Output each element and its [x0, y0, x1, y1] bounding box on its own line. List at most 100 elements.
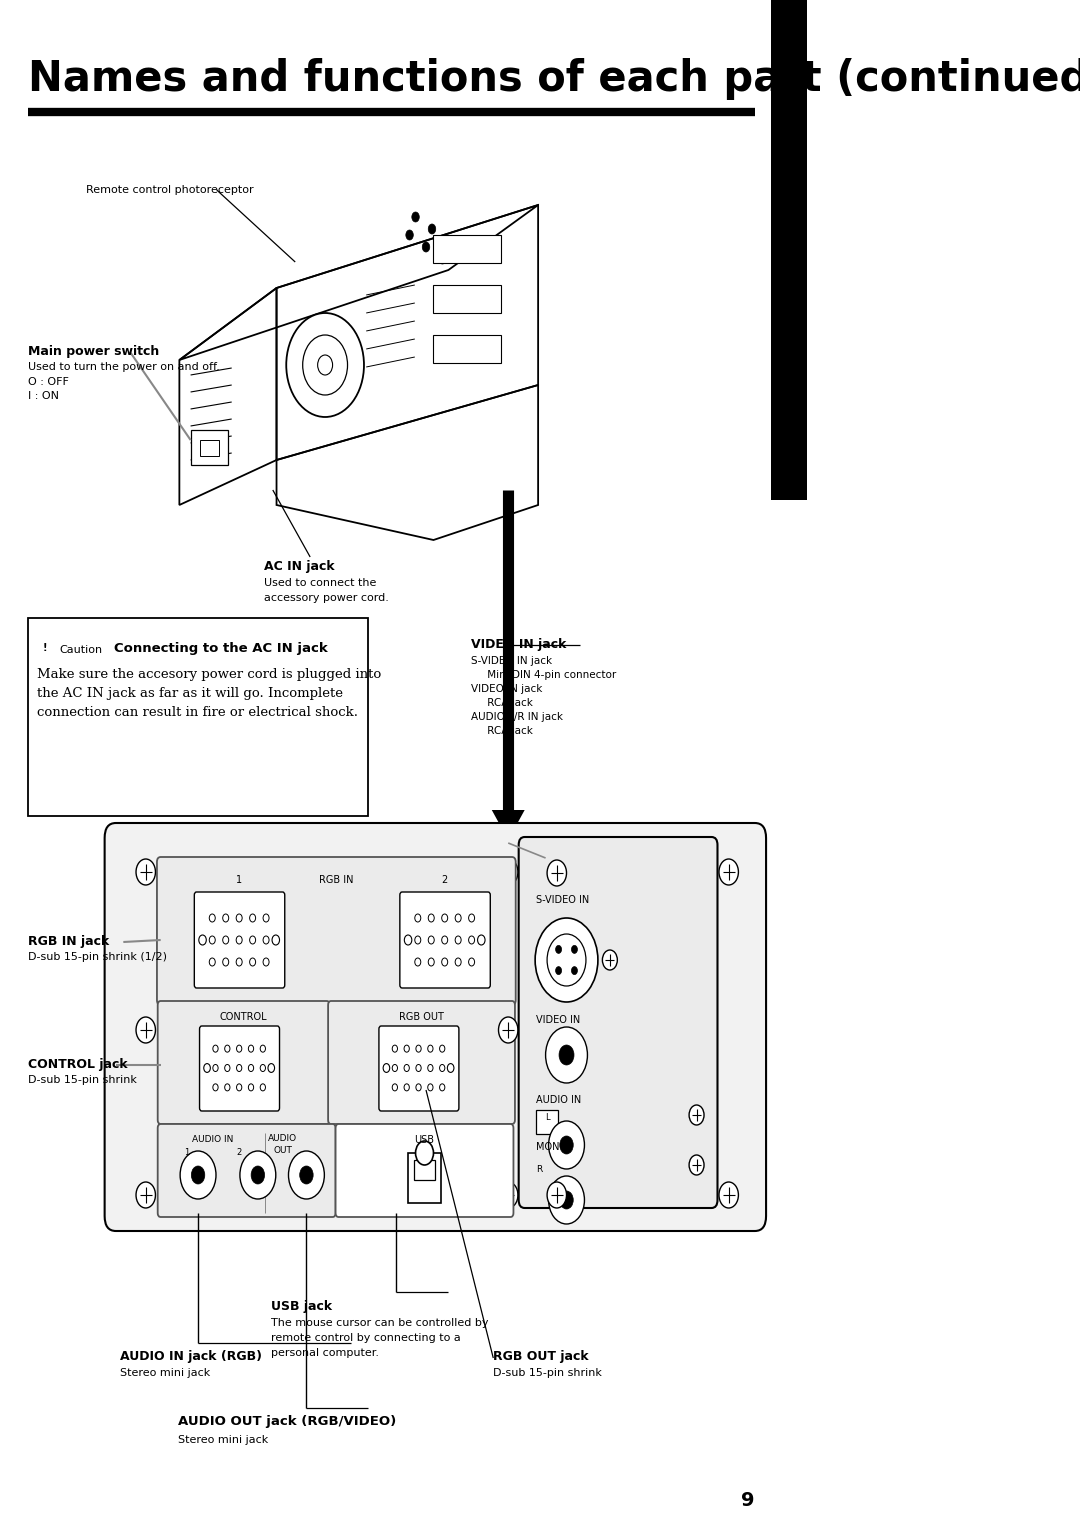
- Bar: [414, 1160, 435, 1180]
- Circle shape: [237, 1083, 242, 1091]
- Circle shape: [429, 937, 434, 944]
- Circle shape: [469, 914, 474, 921]
- Circle shape: [213, 1045, 218, 1053]
- Text: Remote control photoreceptor: Remote control photoreceptor: [86, 185, 254, 196]
- Circle shape: [477, 935, 485, 944]
- Circle shape: [549, 1122, 584, 1169]
- Circle shape: [225, 1065, 230, 1071]
- Text: RGB OUT: RGB OUT: [400, 1012, 444, 1022]
- Circle shape: [455, 937, 461, 944]
- Bar: [433, 235, 501, 263]
- Circle shape: [204, 1063, 211, 1073]
- Bar: [190, 429, 228, 465]
- Circle shape: [406, 231, 414, 240]
- FancyBboxPatch shape: [200, 1025, 280, 1111]
- FancyBboxPatch shape: [55, 633, 106, 657]
- Circle shape: [535, 918, 598, 1002]
- Circle shape: [286, 313, 364, 417]
- Circle shape: [264, 937, 269, 944]
- Text: !: !: [42, 643, 48, 652]
- Text: 9: 9: [741, 1491, 755, 1510]
- Circle shape: [416, 1083, 421, 1091]
- Circle shape: [264, 914, 269, 921]
- Text: RCA jack: RCA jack: [471, 726, 532, 736]
- Circle shape: [429, 958, 434, 966]
- Circle shape: [222, 914, 229, 921]
- Circle shape: [428, 1065, 433, 1071]
- Circle shape: [248, 1045, 254, 1053]
- Circle shape: [548, 860, 567, 886]
- Text: R: R: [536, 1164, 542, 1174]
- Text: 1: 1: [237, 876, 242, 885]
- Text: VIDEO IN: VIDEO IN: [536, 1015, 580, 1025]
- Circle shape: [719, 1183, 739, 1209]
- Circle shape: [213, 1083, 218, 1091]
- Circle shape: [404, 1083, 409, 1091]
- Circle shape: [440, 1065, 445, 1071]
- Circle shape: [191, 1166, 205, 1184]
- Bar: [28, 617, 368, 816]
- Circle shape: [469, 937, 474, 944]
- Circle shape: [404, 1065, 409, 1071]
- Text: AUDIO OUT jack (RGB/VIDEO): AUDIO OUT jack (RGB/VIDEO): [178, 1415, 396, 1429]
- Bar: [408, 1154, 441, 1203]
- Circle shape: [429, 225, 435, 234]
- Circle shape: [240, 1151, 275, 1199]
- Circle shape: [440, 1083, 445, 1091]
- FancyBboxPatch shape: [328, 1001, 515, 1125]
- Circle shape: [213, 1065, 218, 1071]
- Circle shape: [237, 914, 242, 921]
- Text: D-sub 15-pin shrink: D-sub 15-pin shrink: [494, 1368, 603, 1378]
- Circle shape: [411, 212, 419, 222]
- Circle shape: [392, 1065, 397, 1071]
- Circle shape: [260, 1065, 266, 1071]
- Circle shape: [689, 1155, 704, 1175]
- Text: RCA jack: RCA jack: [471, 698, 532, 707]
- Text: AUDIO IN: AUDIO IN: [536, 1096, 581, 1105]
- Circle shape: [447, 1063, 454, 1073]
- Circle shape: [302, 335, 348, 396]
- Circle shape: [455, 914, 461, 921]
- Circle shape: [404, 935, 411, 944]
- Text: Names and functions of each part (continued): Names and functions of each part (contin…: [28, 58, 1080, 99]
- Circle shape: [199, 935, 206, 944]
- Polygon shape: [491, 810, 525, 840]
- Circle shape: [268, 1063, 274, 1073]
- FancyBboxPatch shape: [400, 892, 490, 989]
- Circle shape: [180, 1151, 216, 1199]
- Circle shape: [438, 254, 446, 264]
- Circle shape: [428, 1083, 433, 1091]
- Text: AUDIO L/R IN jack: AUDIO L/R IN jack: [471, 712, 563, 723]
- Circle shape: [392, 1045, 397, 1053]
- Text: D-sub 15-pin shrink: D-sub 15-pin shrink: [28, 1076, 137, 1085]
- FancyBboxPatch shape: [518, 837, 717, 1209]
- Text: CONTROL: CONTROL: [220, 1012, 268, 1022]
- Text: AUDIO: AUDIO: [268, 1134, 297, 1143]
- FancyBboxPatch shape: [158, 1001, 329, 1125]
- Text: 1: 1: [185, 1148, 189, 1157]
- Text: AUDIO IN: AUDIO IN: [192, 1135, 233, 1144]
- Circle shape: [428, 1045, 433, 1053]
- FancyBboxPatch shape: [194, 892, 285, 989]
- FancyBboxPatch shape: [379, 1025, 459, 1111]
- Circle shape: [288, 1151, 324, 1199]
- Text: L: L: [544, 1114, 550, 1123]
- Circle shape: [603, 950, 618, 970]
- Text: VIDEO IN jack: VIDEO IN jack: [471, 639, 566, 651]
- Bar: [433, 335, 501, 364]
- Text: OUT: OUT: [273, 1146, 292, 1155]
- Circle shape: [689, 1105, 704, 1125]
- Text: accessory power cord.: accessory power cord.: [264, 593, 389, 604]
- Circle shape: [210, 958, 215, 966]
- Circle shape: [442, 914, 448, 921]
- Text: RGB OUT jack: RGB OUT jack: [494, 1351, 589, 1363]
- FancyBboxPatch shape: [157, 857, 515, 1005]
- Text: Used to turn the power on and off.: Used to turn the power on and off.: [28, 362, 220, 371]
- Text: Make sure the accesory power cord is plugged into
the AC IN jack as far as it wi: Make sure the accesory power cord is plu…: [38, 668, 381, 720]
- Circle shape: [548, 934, 586, 986]
- Circle shape: [252, 1166, 265, 1184]
- Text: Stereo mini jack: Stereo mini jack: [178, 1435, 268, 1445]
- Circle shape: [383, 1063, 390, 1073]
- Circle shape: [237, 958, 242, 966]
- FancyBboxPatch shape: [105, 824, 766, 1232]
